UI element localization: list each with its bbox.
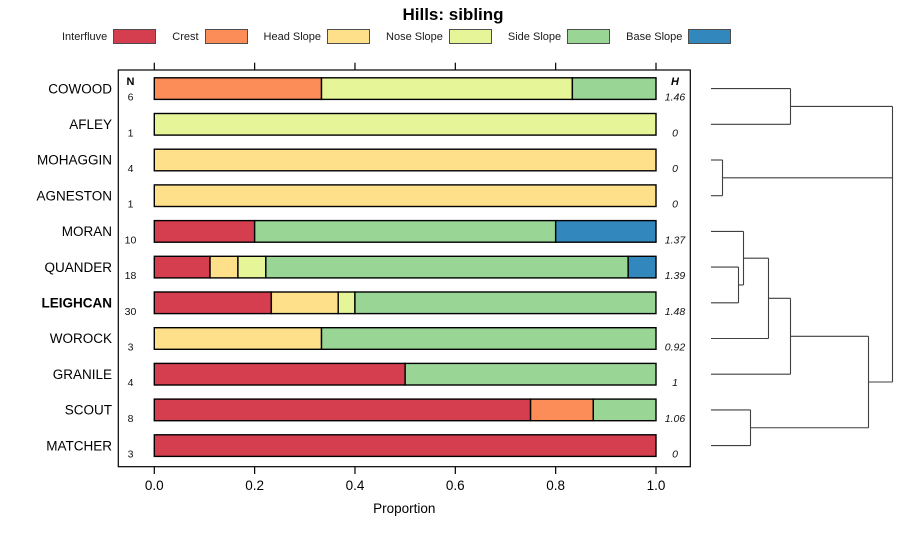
legend: Interfluve Crest Head Slope Nose Slope Side … [62, 29, 747, 44]
chart-title: Hills: sibling [402, 5, 504, 24]
bar-segment-leighcan-head_slope [270, 291, 339, 315]
h-value-worock: 0.92 [665, 342, 686, 354]
x-tick-label: 0.4 [346, 478, 365, 493]
legend-swatch-crest [204, 29, 248, 44]
n-value-afley: 1 [128, 127, 134, 139]
bar-segment-quander-interfluve [153, 255, 211, 279]
bar-segment-scout-interfluve [153, 398, 532, 422]
n-column-header: N [127, 76, 135, 88]
x-axis-title: Proportion [373, 501, 435, 516]
bar-segment-worock-side_slope [320, 327, 657, 351]
legend-label-crest: Crest [172, 30, 199, 43]
row-label-agneston: AGNESTON [36, 188, 112, 203]
legend-swatch-nose_slope [448, 29, 492, 44]
bar-segment-granile-side_slope [404, 362, 657, 386]
x-tick-label: 0.8 [546, 478, 565, 493]
h-value-scout: 1.06 [665, 413, 686, 425]
plot-box [117, 69, 691, 468]
h-value-quander: 1.39 [665, 270, 686, 282]
bar-segment-moran-interfluve [153, 219, 256, 243]
x-tick-label: 1.0 [647, 478, 666, 493]
row-label-matcher: MATCHER [46, 438, 112, 453]
n-value-scout: 8 [128, 413, 134, 425]
bar-segment-scout-crest [529, 398, 594, 422]
bar-segment-worock-head_slope [153, 327, 323, 351]
bar-segment-granile-interfluve [153, 362, 406, 386]
bar-segment-quander-side_slope [265, 255, 629, 279]
bar-segment-cowood-side_slope [571, 77, 657, 101]
h-value-matcher: 0 [672, 449, 678, 461]
row-label-moran: MORAN [62, 224, 112, 239]
bar-segment-moran-base_slope [554, 219, 657, 243]
legend-label-head_slope: Head Slope [263, 30, 322, 43]
h-value-leighcan: 1.48 [665, 306, 686, 318]
bar-segment-leighcan-nose_slope [337, 291, 356, 315]
bar-segment-mohaggin-head_slope [153, 148, 657, 172]
legend-label-base_slope: Base Slope [626, 30, 683, 43]
h-value-afley: 0 [672, 127, 678, 139]
bar-segment-cowood-crest [153, 77, 323, 101]
bar-segment-agneston-head_slope [153, 184, 657, 208]
n-value-mohaggin: 4 [128, 163, 134, 175]
bar-segment-matcher-interfluve [153, 434, 657, 458]
legend-swatch-interfluve [113, 29, 157, 44]
row-label-afley: AFLEY [69, 117, 112, 132]
row-label-worock: WOROCK [50, 331, 112, 346]
n-value-cowood: 6 [128, 92, 134, 104]
h-value-granile: 1 [672, 377, 678, 389]
x-tick-label: 0.6 [446, 478, 465, 493]
legend-item-nose_slope: Nose Slope [386, 29, 492, 44]
row-label-cowood: COWOOD [48, 81, 112, 96]
legend-item-crest: Crest [172, 29, 248, 44]
bar-segment-scout-side_slope [592, 398, 657, 422]
n-value-agneston: 1 [128, 199, 134, 211]
legend-swatch-side_slope [567, 29, 611, 44]
legend-item-interfluve: Interfluve [62, 29, 157, 44]
row-label-quander: QUANDER [44, 260, 112, 275]
h-value-moran: 1.37 [665, 234, 687, 246]
bar-segment-quander-head_slope [209, 255, 239, 279]
row-label-mohaggin: MOHAGGIN [37, 153, 112, 168]
h-value-mohaggin: 0 [672, 163, 678, 175]
legend-label-interfluve: Interfluve [62, 30, 108, 43]
legend-swatch-base_slope [688, 29, 732, 44]
n-value-worock: 3 [128, 342, 134, 354]
legend-label-side_slope: Side Slope [507, 30, 562, 43]
bar-segment-cowood-nose_slope [320, 77, 574, 101]
legend-swatch-head_slope [327, 29, 371, 44]
h-value-agneston: 0 [672, 199, 678, 211]
legend-label-nose_slope: Nose Slope [386, 30, 443, 43]
n-value-matcher: 3 [128, 449, 134, 461]
n-value-granile: 4 [128, 377, 134, 389]
n-value-quander: 18 [125, 270, 137, 282]
bar-segment-moran-side_slope [253, 219, 557, 243]
legend-item-head_slope: Head Slope [264, 29, 371, 44]
x-tick-label: 0.2 [245, 478, 264, 493]
bar-segment-quander-base_slope [627, 255, 657, 279]
n-value-moran: 10 [125, 234, 137, 246]
n-value-leighcan: 30 [125, 306, 137, 318]
row-label-granile: GRANILE [53, 367, 112, 382]
bar-segment-quander-nose_slope [237, 255, 267, 279]
bar-segment-afley-nose_slope [153, 112, 657, 136]
h-value-cowood: 1.46 [665, 92, 686, 104]
bar-segment-leighcan-side_slope [354, 291, 657, 315]
legend-item-side_slope: Side Slope [507, 29, 611, 44]
x-tick-label: 0.0 [145, 478, 164, 493]
h-column-header: H [671, 76, 680, 88]
row-label-leighcan: LEIGHCAN [42, 296, 113, 311]
row-label-scout: SCOUT [65, 403, 112, 418]
bar-segment-leighcan-interfluve [153, 291, 273, 315]
legend-item-base_slope: Base Slope [626, 29, 732, 44]
